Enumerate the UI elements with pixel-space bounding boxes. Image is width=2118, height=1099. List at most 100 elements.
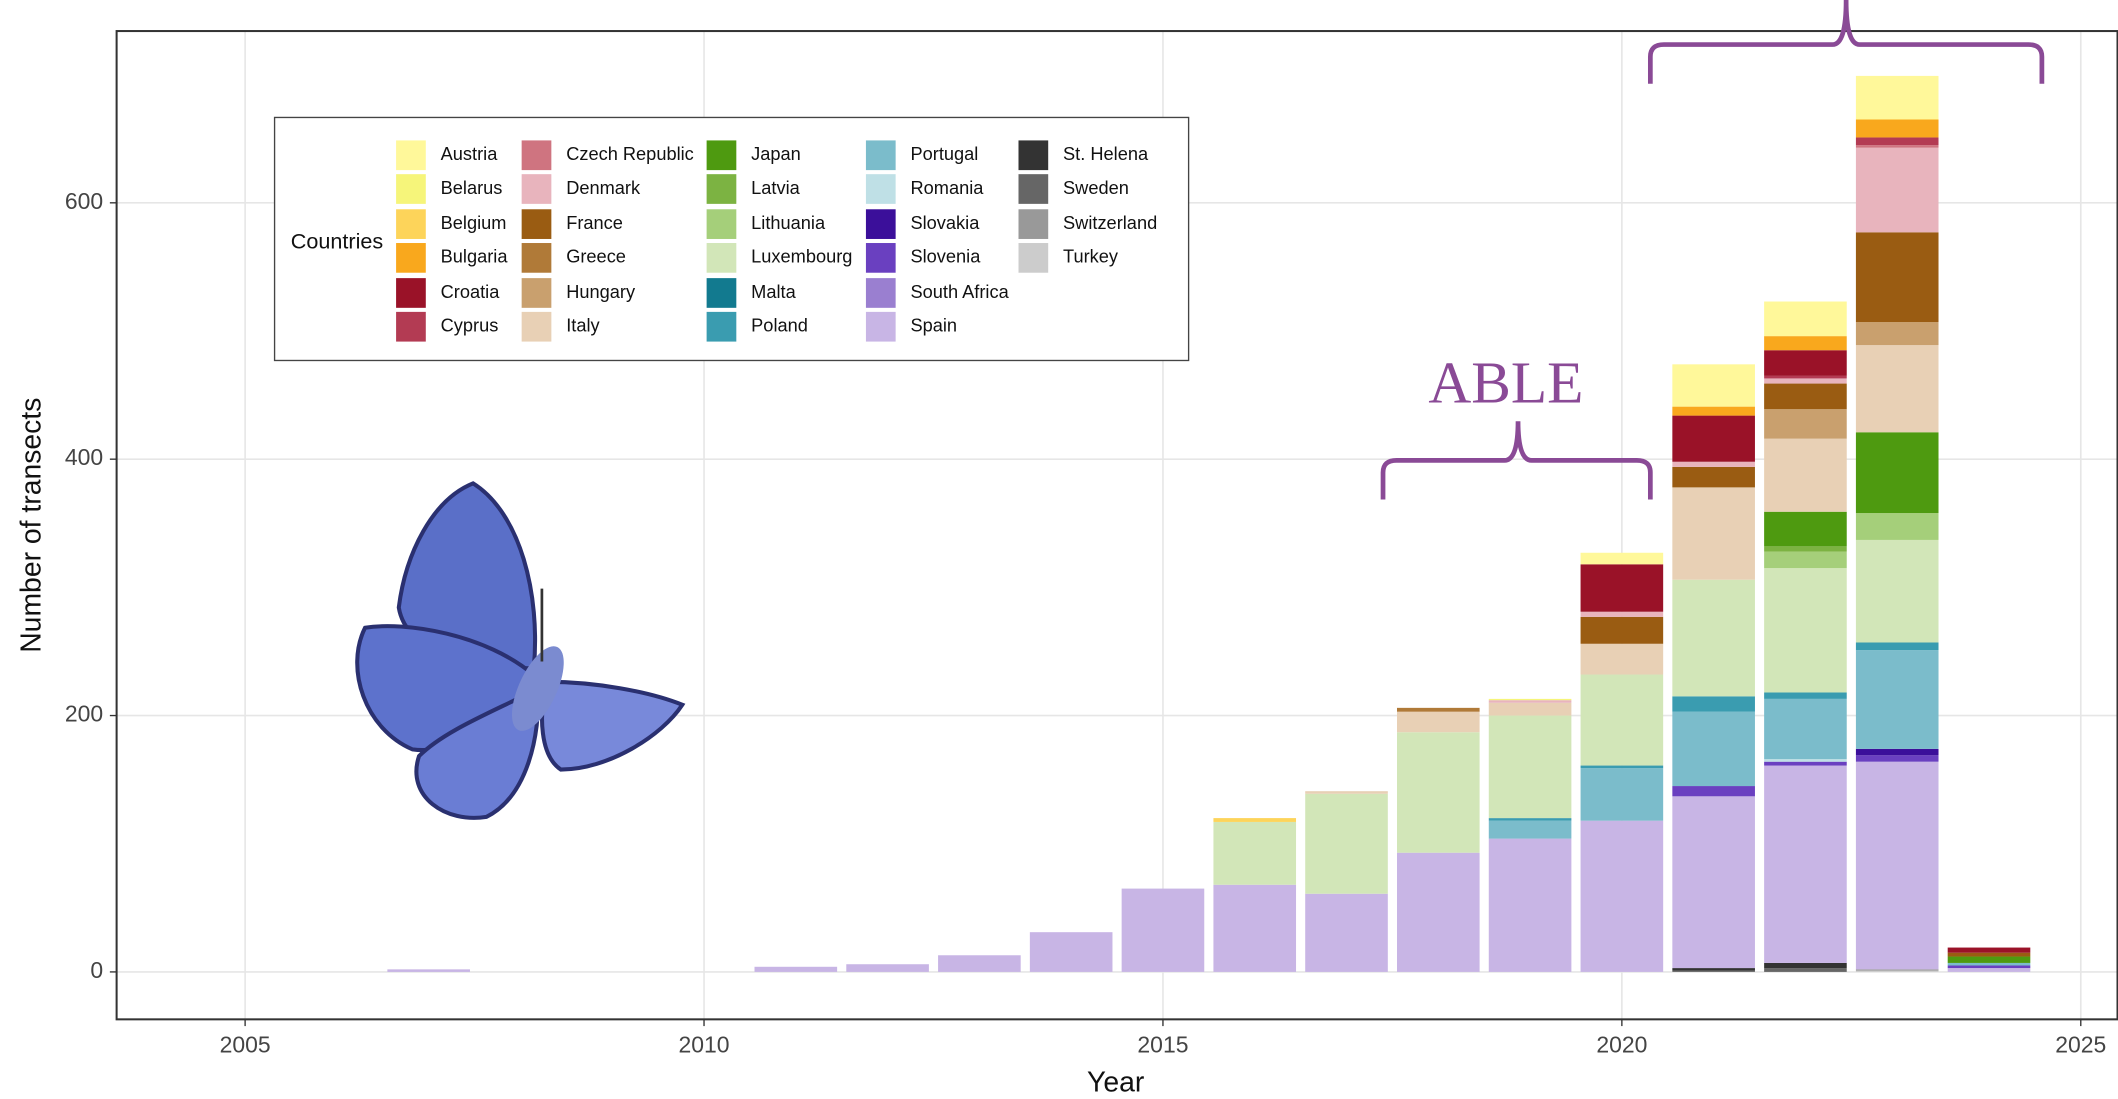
bar-segment <box>1764 350 1847 376</box>
bar-segment <box>1213 884 1297 972</box>
able-brace <box>1380 421 1653 500</box>
bar-segment <box>1855 539 1939 643</box>
bar-segment <box>1580 643 1664 675</box>
legend-key <box>521 174 552 204</box>
bar-segment <box>1855 345 1939 433</box>
y-tick-label: 400 <box>65 444 103 470</box>
legend-label: Romania <box>910 178 984 198</box>
bar-segment <box>1947 952 2031 957</box>
legend-label: St. Helena <box>1063 144 1149 164</box>
legend-label: Belgium <box>441 213 507 233</box>
bar-segment <box>1396 707 1480 712</box>
bar-segment <box>1764 761 1847 766</box>
bar-segment <box>1580 564 1664 612</box>
legend-label: Portugal <box>910 144 978 164</box>
bar-segment <box>1855 75 1939 120</box>
bar-segment <box>1672 415 1755 462</box>
legend-key <box>396 243 426 273</box>
legend-label: Lithuania <box>751 213 826 233</box>
bar-segment <box>1121 888 1205 972</box>
bar-segment <box>387 969 470 972</box>
butterfly <box>355 481 686 820</box>
bar-segment <box>1764 568 1847 693</box>
bar-segment <box>1672 461 1755 467</box>
bar-segment <box>1764 336 1847 351</box>
legend-label: Hungary <box>566 282 636 302</box>
legend-label: Italy <box>566 316 600 336</box>
bar-segment <box>1764 511 1847 547</box>
bar-segment <box>1672 406 1755 416</box>
bar-segment <box>1580 616 1664 644</box>
bar-segment <box>1396 732 1480 853</box>
bar-segment <box>1764 546 1847 552</box>
bar-segment <box>1488 818 1572 821</box>
legend-label: Latvia <box>751 178 800 198</box>
legend: Austria Belarus Belgium Bulgaria Croatia Cypr… <box>396 140 1157 342</box>
legend-key <box>706 140 737 171</box>
bar-segment <box>1488 702 1572 716</box>
bar-segment <box>1580 820 1664 972</box>
bar-segment <box>1488 700 1572 703</box>
legend-key <box>396 209 426 239</box>
bar-segment <box>754 966 838 972</box>
legend-title: Countries <box>291 229 384 254</box>
bar-segment <box>1764 301 1847 337</box>
legend-key <box>396 140 426 171</box>
legend-label: Croatia <box>441 282 501 302</box>
legend-key <box>521 311 552 342</box>
bar-segment <box>1396 852 1480 972</box>
bar-segment <box>1855 650 1939 749</box>
legend-key <box>1018 174 1049 204</box>
bar-segment <box>1764 968 1847 972</box>
bar-segment <box>1764 378 1847 384</box>
bar-segment <box>1305 893 1388 972</box>
bar-segment <box>1580 674 1664 766</box>
legend-label: Cyprus <box>441 316 499 336</box>
legend-key <box>865 278 896 308</box>
bar-segment <box>1488 820 1572 839</box>
bar-segment <box>1488 715 1572 819</box>
panel-border <box>115 30 2118 1021</box>
legend-label: Sweden <box>1063 178 1129 198</box>
bar-segment <box>1855 755 1939 762</box>
legend-label: Slovenia <box>910 247 981 267</box>
bar-segment <box>1855 137 1939 146</box>
legend-label: Poland <box>751 316 808 336</box>
bar-segment <box>1855 761 1939 970</box>
bar-segment <box>1855 642 1939 651</box>
bar-segment <box>1488 698 1572 701</box>
y-tick-label: 0 <box>90 957 103 983</box>
bar-segment <box>1672 466 1755 488</box>
legend-key <box>706 209 737 239</box>
brace <box>1647 0 2045 84</box>
bar-segment <box>1855 513 1939 540</box>
bar-segment <box>1213 821 1297 885</box>
legend-key <box>1018 209 1049 239</box>
legend-key <box>1018 140 1049 171</box>
bar-segment <box>1947 956 2031 963</box>
bar-segment <box>1396 711 1480 733</box>
bar-segment <box>1855 969 1939 971</box>
bar-segment <box>1672 796 1755 969</box>
y-tick-label: 200 <box>65 701 103 727</box>
bar-segment <box>1855 432 1939 514</box>
bar-segment <box>1855 322 1939 346</box>
bar-segment <box>1855 145 1939 148</box>
legend-label: Slovakia <box>910 213 980 233</box>
bar-segment <box>1580 765 1664 769</box>
x-tick-label: 2010 <box>679 1031 730 1057</box>
bar-segment <box>1580 552 1664 565</box>
bar-segment <box>938 955 1021 972</box>
y-axis-title: Number of transects <box>15 398 47 653</box>
legend-label: Japan <box>751 144 801 164</box>
bar-segment <box>1947 962 2031 966</box>
bar-segment <box>1764 383 1847 410</box>
legend-label: Spain <box>910 316 957 336</box>
legend-key <box>865 243 896 273</box>
bar-segment <box>1855 748 1939 756</box>
legend-key <box>706 174 737 204</box>
bar-segment <box>1305 793 1388 894</box>
bar-segment <box>1764 409 1847 439</box>
x-tick-label: 2005 <box>220 1031 271 1057</box>
